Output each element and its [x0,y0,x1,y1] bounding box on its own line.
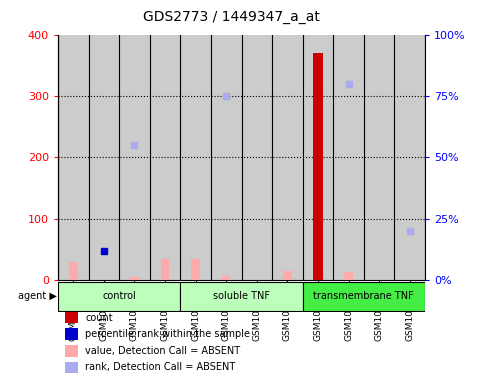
Bar [58,35,88,280]
Bar [211,35,242,280]
Text: agent ▶: agent ▶ [18,291,57,301]
Bar [191,259,200,280]
Bar [344,272,353,280]
Bar [65,312,78,323]
Bar [65,345,78,356]
Bar [69,262,78,280]
Text: percentile rank within the sample: percentile rank within the sample [85,329,251,339]
Text: value, Detection Call = ABSENT: value, Detection Call = ABSENT [85,346,241,356]
Bar [303,282,425,311]
Bar [364,35,395,280]
Bar [150,35,180,280]
Text: count: count [85,313,113,323]
Bar [283,271,292,280]
Bar [88,35,119,280]
Bar [180,35,211,280]
Bar [272,35,303,280]
Bar [180,282,303,311]
Bar [130,277,139,280]
Bar [303,35,333,280]
Bar [119,35,150,280]
Bar [161,259,170,280]
Bar [395,35,425,280]
Bar [65,328,78,340]
Text: control: control [102,291,136,301]
Bar [313,53,323,280]
Bar [222,276,230,280]
Text: rank, Detection Call = ABSENT: rank, Detection Call = ABSENT [85,362,236,372]
Text: GDS2773 / 1449347_a_at: GDS2773 / 1449347_a_at [143,10,320,23]
Bar [333,35,364,280]
Bar [242,35,272,280]
Text: transmembrane TNF: transmembrane TNF [313,291,414,301]
Bar [58,282,180,311]
Text: soluble TNF: soluble TNF [213,291,270,301]
Bar [65,362,78,373]
